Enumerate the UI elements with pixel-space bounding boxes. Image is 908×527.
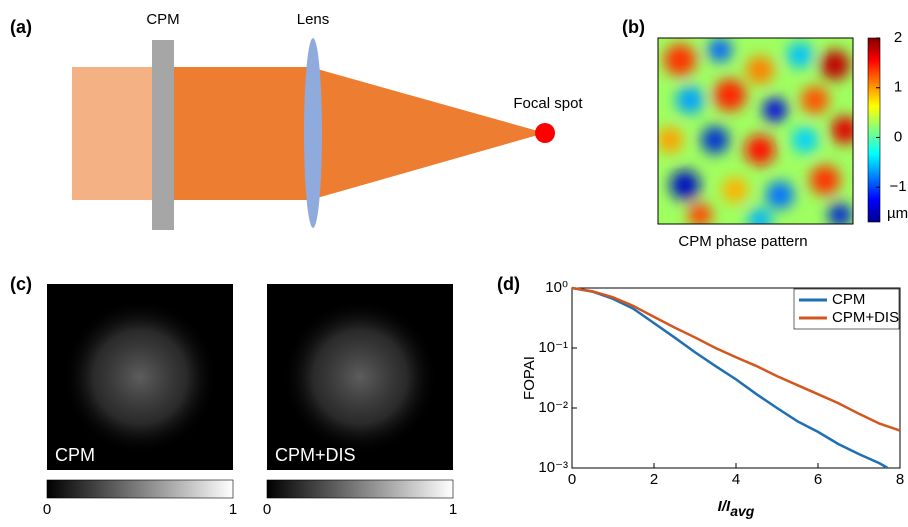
label: CPM: [146, 11, 179, 28]
x-axis-label-main: I/I: [718, 498, 731, 515]
colorbar-tick-label: 0: [263, 501, 271, 518]
image-label: CPM+DIS: [275, 445, 356, 465]
colorbar-tick-label: 0: [894, 128, 902, 145]
colorbar-tick-label: 1: [229, 501, 237, 518]
panel-label: (a): [10, 17, 32, 37]
beam: [162, 67, 312, 200]
x-axis-label: I/Iavg: [718, 498, 755, 519]
colorbar-tick-label: 1: [894, 79, 902, 96]
frame: [657, 37, 854, 225]
plot-frame: [571, 287, 901, 469]
beam-cone: [310, 67, 545, 200]
lens: [304, 38, 322, 228]
x-tick-label: 4: [732, 471, 740, 488]
colorbar-tick-label: 0: [43, 501, 51, 518]
x-axis-label-sub: avg: [730, 503, 755, 519]
focal-spot: [535, 123, 555, 143]
colorbar-tick-label: −1: [889, 178, 906, 195]
x-tick-label: 6: [814, 471, 822, 488]
line: [571, 286, 901, 432]
phase-pattern: [658, 38, 853, 224]
speckle-image: [267, 284, 453, 470]
panel-label: (d): [497, 274, 520, 294]
cpm-plate: [152, 40, 174, 230]
y-axis-label: FOPAI: [521, 356, 538, 400]
image-label: CPM: [55, 445, 95, 465]
beam: [72, 67, 162, 200]
x-tick-label: 2: [650, 471, 658, 488]
label: Focal spot: [513, 95, 583, 112]
x-tick-label: 0: [568, 471, 576, 488]
y-tick-label: 10⁻³: [538, 459, 568, 476]
panel-label: (c): [10, 274, 32, 294]
speckle-image: [47, 284, 233, 470]
colorbar-tick-label: 1: [449, 501, 457, 518]
y-tick-label: 10⁻²: [538, 399, 568, 416]
panel-label: (b): [622, 17, 645, 37]
y-tick-label: 10⁰: [545, 279, 568, 296]
colorbar: [266, 479, 454, 499]
caption: CPM phase pattern: [678, 233, 807, 250]
x-tick-label: 8: [896, 471, 904, 488]
legend-label: CPM: [832, 291, 865, 308]
line: [571, 286, 889, 470]
colorbar-tick-label: 2: [894, 29, 902, 46]
y-tick-label: 10⁻¹: [538, 339, 568, 356]
legend-label: CPM+DIS: [832, 309, 899, 326]
colorbar: [867, 37, 881, 223]
colorbar: [46, 479, 234, 499]
label: Lens: [297, 11, 330, 28]
colorbar-unit: µm: [887, 205, 908, 222]
legend-box: [793, 288, 900, 330]
